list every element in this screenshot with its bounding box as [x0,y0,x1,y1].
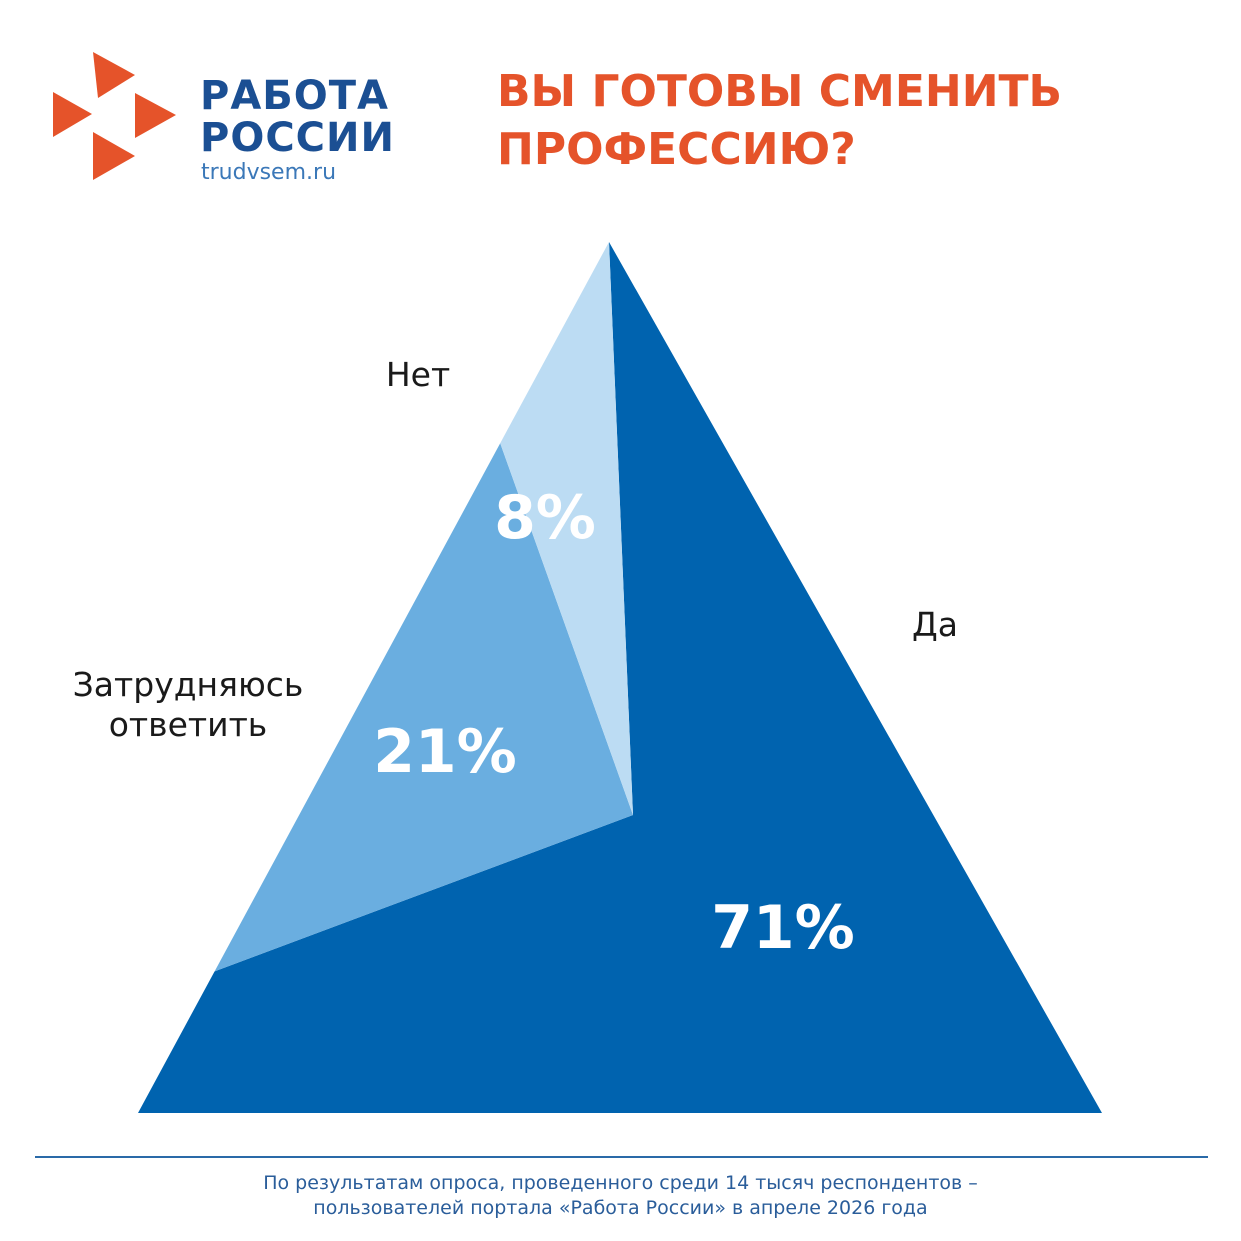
slice [214,443,633,972]
category-label: Нет [385,355,451,394]
slice [138,242,1102,1113]
footnote: пользователей портала «Работа России» в … [313,1197,928,1219]
footnote: По результатам опроса, проведенного сред… [263,1172,978,1194]
logo-url: trudvsem.ru [201,160,337,185]
logo-text: РОССИИ [200,115,395,161]
title: ПРОФЕССИЮ? [497,124,856,175]
value-label: 8% [494,483,596,553]
title: ВЫ ГОТОВЫ СМЕНИТЬ [497,66,1063,117]
slice [500,242,633,815]
value-label: 21% [373,717,517,787]
logo-icon [53,52,176,180]
category-label: Затрудняюсь ответить [72,665,304,744]
category-label: Да [911,605,958,644]
logo-text: РАБОТА [200,73,390,119]
value-label: 71% [711,893,855,963]
